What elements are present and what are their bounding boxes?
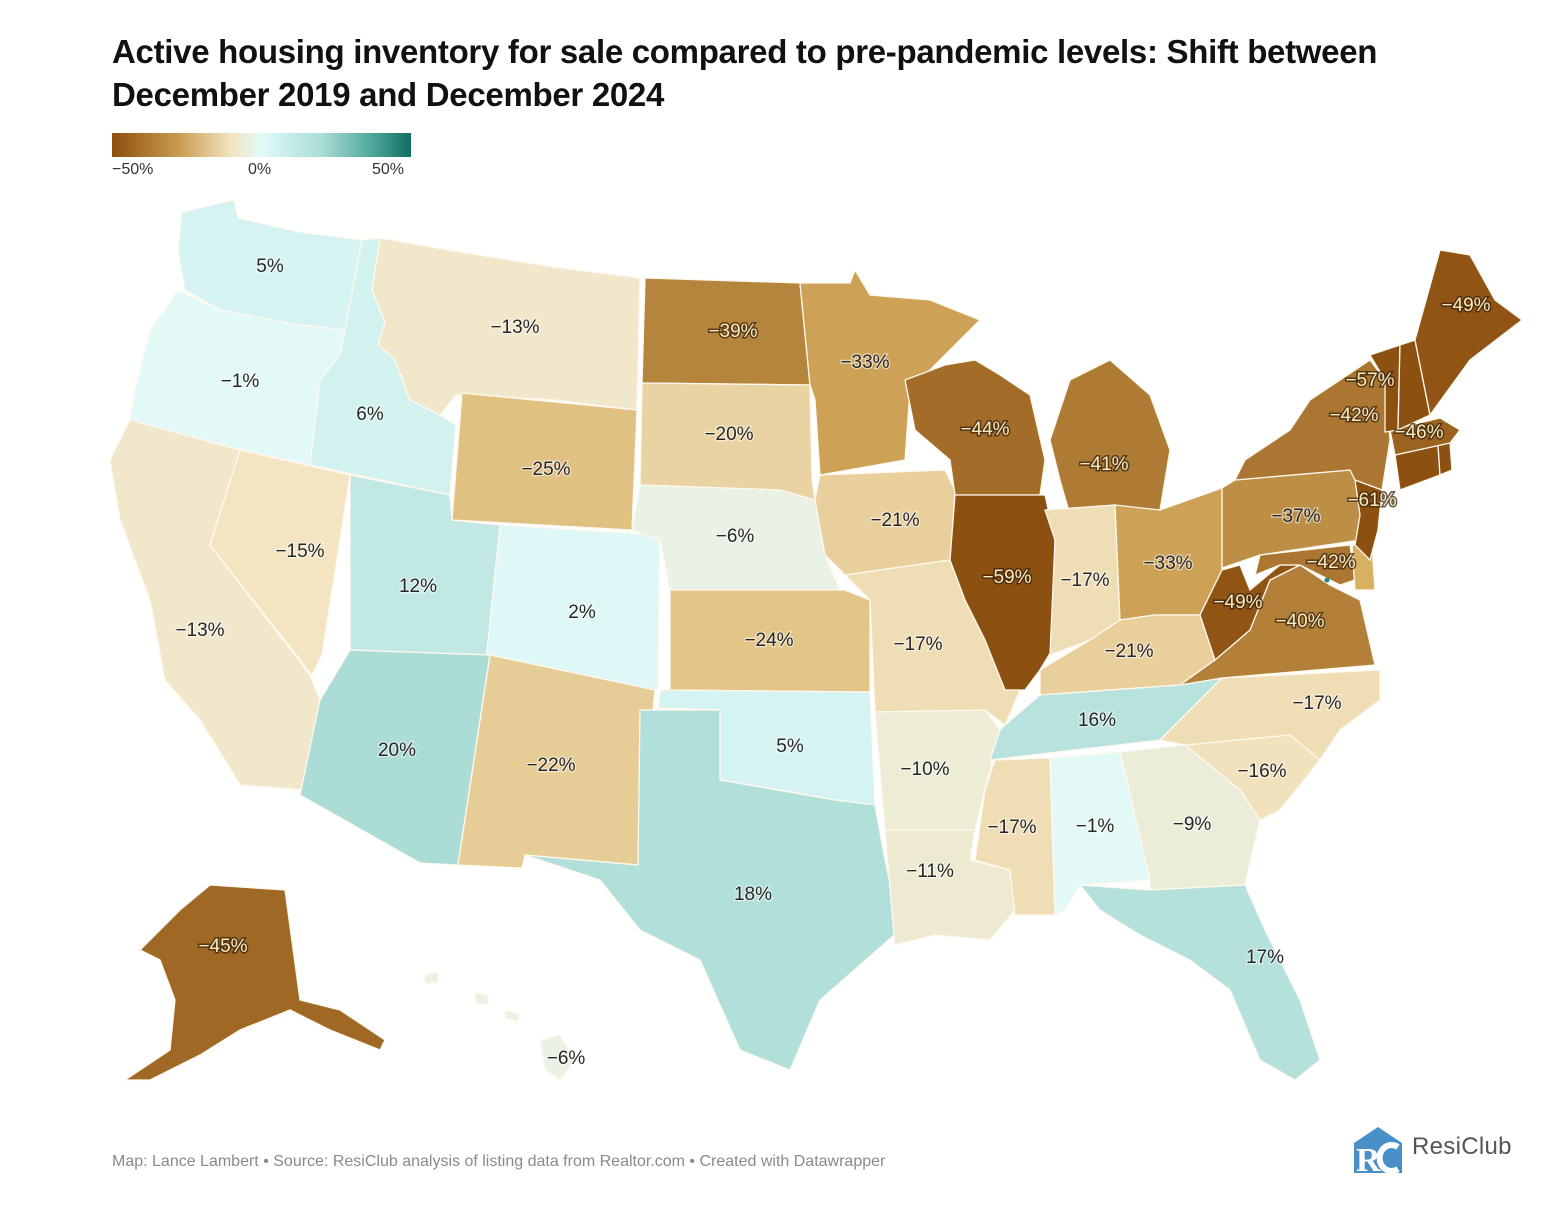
state-label-az: 20%: [378, 740, 416, 761]
state-label-nc: −17%: [1292, 693, 1341, 714]
state-label-in: −17%: [1060, 570, 1109, 591]
state-label-co: 2%: [568, 602, 596, 623]
state-label-sc: −16%: [1237, 761, 1286, 782]
state-label-tn: 16%: [1078, 710, 1116, 731]
state-label-ca: −13%: [175, 620, 224, 641]
state-label-ne: −6%: [716, 526, 755, 547]
state-label-nv: −15%: [275, 541, 324, 562]
state-label-me: −49%: [1441, 295, 1490, 316]
legend-tick-min: −50%: [112, 161, 154, 178]
state-label-wa: 5%: [256, 256, 284, 277]
state-tx[interactable]: [524, 709, 901, 1071]
state-nc[interactable]: [1158, 669, 1381, 761]
state-label-ga: −9%: [1173, 814, 1212, 835]
state-label-mi: −41%: [1079, 454, 1128, 475]
state-ak[interactable]: [122, 884, 386, 1081]
chart-title: Active housing inventory for sale compar…: [112, 33, 1378, 113]
state-hi[interactable]: [539, 1034, 576, 1081]
footer-credits: Map: Lance Lambert • Source: ResiClub an…: [112, 1153, 886, 1170]
state-label-sd: −20%: [704, 424, 753, 445]
state-hi-island[interactable]: [504, 1009, 521, 1023]
state-label-id: 6%: [356, 404, 384, 425]
state-label-hi: −6%: [547, 1048, 586, 1069]
state-label-wv: −49%: [1213, 592, 1262, 613]
state-label-nm: −22%: [526, 755, 575, 776]
state-hi-island[interactable]: [424, 971, 439, 985]
color-legend: −50% 0% 50%: [112, 133, 412, 179]
state-md[interactable]: [1254, 544, 1356, 586]
state-label-pa: −37%: [1271, 506, 1320, 527]
state-label-ok: 5%: [776, 736, 804, 757]
state-label-wi: −44%: [960, 419, 1009, 440]
logo-mark-icon: R: [1354, 1127, 1402, 1179]
legend-tick-max: 50%: [372, 161, 405, 178]
state-nv[interactable]: [209, 449, 351, 677]
state-label-mn: −33%: [840, 352, 889, 373]
state-label-ar: −10%: [900, 759, 949, 780]
state-label-wy: −25%: [521, 459, 570, 480]
state-ks[interactable]: [669, 589, 871, 693]
state-wi[interactable]: [904, 359, 1046, 496]
state-me[interactable]: [1414, 249, 1524, 417]
state-mn[interactable]: [799, 268, 982, 476]
state-label-ak: −45%: [198, 936, 247, 957]
state-co[interactable]: [483, 524, 661, 691]
state-label-mo: −17%: [893, 634, 942, 655]
state-label-tx: 18%: [734, 884, 772, 905]
state-mt[interactable]: [371, 237, 641, 416]
state-label-ms: −17%: [987, 817, 1036, 838]
state-ri[interactable]: [1437, 442, 1453, 476]
state-label-nj: −61%: [1347, 490, 1396, 511]
state-label-ut: 12%: [399, 576, 437, 597]
state-label-ny: −42%: [1329, 405, 1378, 426]
state-label-ma: −46%: [1394, 422, 1443, 443]
resiclub-logo: R ResiClub: [1350, 1125, 1530, 1179]
state-label-la: −11%: [906, 861, 954, 882]
state-label-vt: −57%: [1345, 370, 1394, 391]
state-label-ks: −24%: [744, 630, 793, 651]
state-label-or: −1%: [221, 371, 260, 392]
state-fl[interactable]: [1078, 884, 1321, 1081]
legend-tick-mid: 0%: [248, 161, 272, 178]
state-label-il: −59%: [982, 567, 1031, 588]
state-label-ia: −21%: [870, 510, 919, 531]
state-label-ky: −21%: [1104, 641, 1153, 662]
dc-marker: [1324, 577, 1330, 583]
state-vt[interactable]: [1369, 344, 1401, 433]
state-label-oh: −33%: [1143, 553, 1192, 574]
state-label-va: −40%: [1275, 611, 1324, 632]
state-label-al: −1%: [1076, 816, 1115, 837]
state-label-nd: −39%: [708, 321, 757, 342]
logo-text: ResiClub: [1412, 1133, 1512, 1160]
state-hi-island[interactable]: [474, 992, 489, 1006]
state-mi[interactable]: [1049, 359, 1171, 516]
state-ma[interactable]: [1389, 417, 1461, 456]
legend-gradient: [112, 133, 411, 157]
state-label-fl: 17%: [1246, 947, 1284, 968]
state-label-md: −42%: [1306, 552, 1355, 573]
legend-ticks: −50% 0% 50%: [112, 157, 412, 179]
state-label-mt: −13%: [490, 317, 539, 338]
